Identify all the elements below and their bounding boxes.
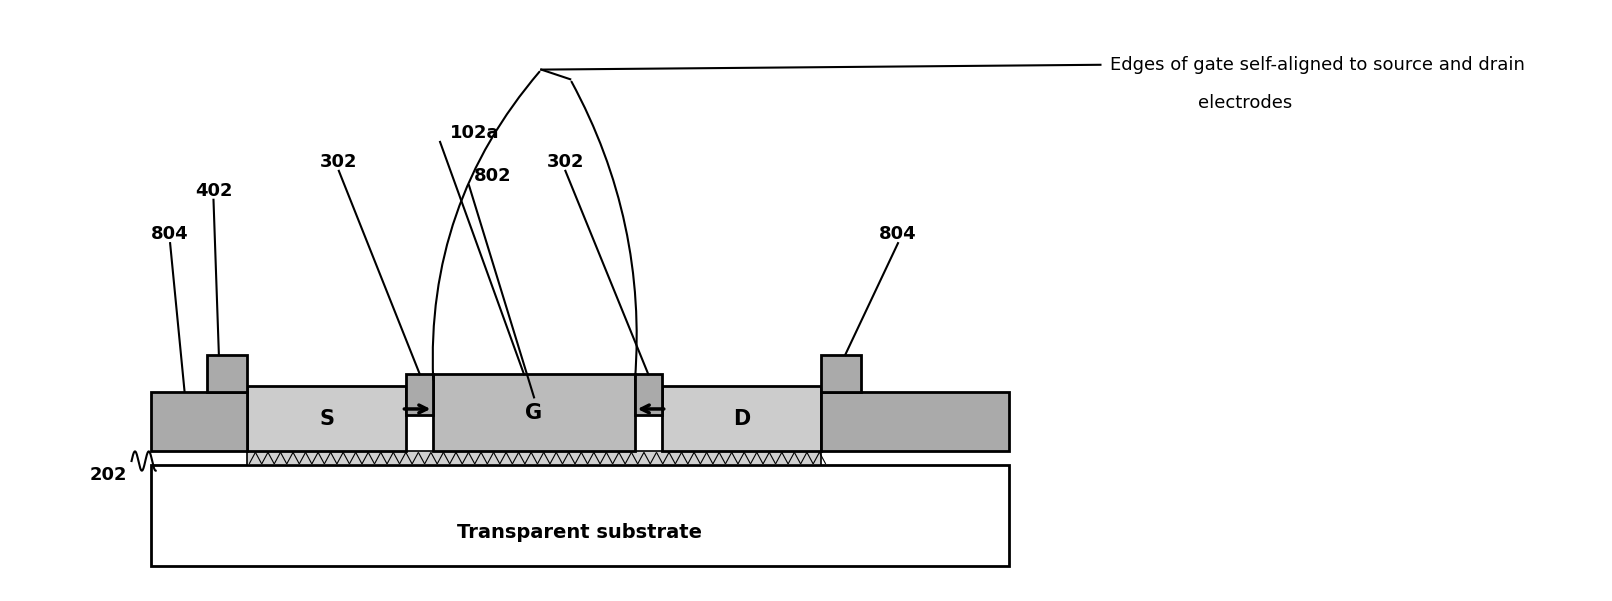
Bar	[152, 392, 247, 451]
Bar	[406, 374, 434, 415]
Text: Edges of gate self-aligned to source and drain: Edges of gate self-aligned to source and…	[1111, 56, 1525, 74]
Text: electrodes: electrodes	[1198, 94, 1293, 112]
Bar	[821, 392, 1009, 451]
Bar	[663, 386, 821, 451]
Bar	[247, 386, 406, 451]
Text: 402: 402	[195, 182, 232, 200]
Bar	[152, 465, 1009, 566]
Text: 804: 804	[152, 225, 189, 243]
Text: 802: 802	[474, 167, 511, 185]
Text: 202: 202	[89, 466, 127, 484]
Text: 302: 302	[546, 153, 584, 171]
Text: G: G	[526, 403, 543, 423]
Text: 804: 804	[879, 225, 917, 243]
Bar	[635, 374, 663, 415]
Text: S: S	[319, 409, 334, 429]
Text: Transparent substrate: Transparent substrate	[458, 523, 703, 542]
Bar	[206, 355, 247, 392]
Text: D: D	[733, 409, 750, 429]
Text: 102a: 102a	[450, 124, 500, 142]
Bar	[434, 374, 635, 451]
Bar	[247, 451, 821, 465]
Bar	[821, 355, 861, 392]
Text: 302: 302	[321, 153, 358, 171]
